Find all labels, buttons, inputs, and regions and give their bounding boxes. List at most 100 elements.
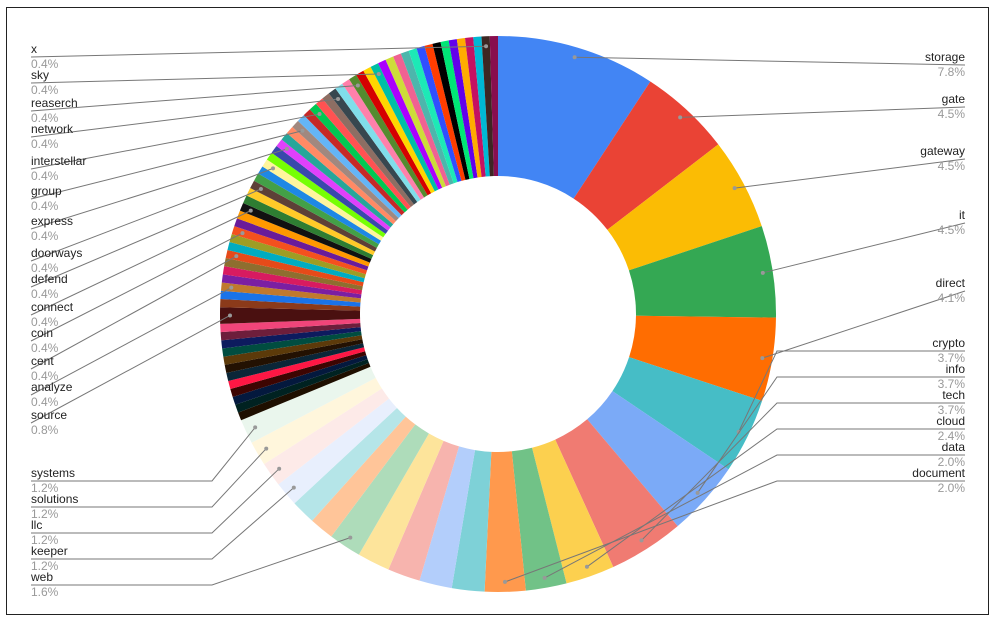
leader-dot-interstellar: [317, 112, 322, 117]
slice-crypto: [612, 357, 763, 470]
slice-x: [481, 36, 494, 177]
leader-dot-reaserch: [355, 83, 360, 88]
slice-space: [388, 440, 460, 581]
slice-51: [254, 173, 379, 248]
percent-network: 0.4%: [31, 137, 59, 151]
percent-solutions: 1.2%: [31, 507, 59, 521]
percent-cloud: 2.4%: [938, 429, 966, 443]
percent-coin: 0.4%: [31, 341, 59, 355]
leader-dot-storage: [572, 55, 577, 60]
leader-dot-direct: [760, 356, 765, 361]
percent-crypto: 3.7%: [938, 351, 966, 365]
label-info: info: [946, 362, 966, 376]
leader-line-document: [504, 480, 965, 583]
slice-cent: [225, 249, 364, 287]
slice-interstellar: [309, 103, 408, 213]
slices-group: [220, 36, 776, 593]
leader-line-keeper: [31, 487, 295, 560]
percent-express: 0.4%: [31, 229, 59, 243]
slice-reaserch: [349, 74, 428, 198]
slice-35: [220, 299, 361, 311]
slice-pro: [419, 446, 476, 589]
label-it: it: [959, 208, 966, 222]
slice-data: [511, 447, 567, 591]
label-sky: sky: [31, 68, 49, 82]
label-network: network: [31, 122, 74, 136]
slice-23: [235, 359, 369, 413]
label-solutions: solutions: [31, 492, 78, 506]
slice-keeper: [278, 398, 397, 504]
slice-76: [408, 48, 458, 184]
percent-web: 1.6%: [31, 585, 59, 599]
labels-group: storage7.8%gate4.5%gateway4.5%it4.5%dire…: [30, 42, 966, 599]
slice-49: [246, 188, 375, 256]
slice-it: [628, 226, 776, 318]
slice-45: [234, 218, 369, 271]
leader-line-analyze: [30, 287, 232, 396]
slice-29: [223, 335, 363, 365]
leader-line-crypto: [738, 350, 965, 433]
leader-line-direct: [762, 290, 966, 359]
label-web: web: [30, 570, 53, 584]
slice-70: [363, 66, 435, 194]
label-defend: defend: [31, 272, 68, 286]
leader-dot-coin: [240, 231, 245, 236]
percent-connect: 0.4%: [31, 315, 59, 329]
label-express: express: [31, 214, 73, 228]
label-cent: cent: [31, 354, 54, 368]
label-x: x: [31, 42, 37, 56]
leader-line-doorways: [30, 167, 274, 262]
slice-57: [281, 133, 394, 228]
leader-dot-document: [502, 579, 507, 584]
leader-line-systems: [31, 427, 256, 482]
label-interstellar: interstellar: [31, 154, 86, 168]
slice-38: [221, 274, 362, 299]
label-group: group: [31, 184, 62, 198]
leader-line-interstellar: [30, 113, 320, 170]
slice-trunc: [358, 433, 444, 570]
leader-dot-cloud: [584, 564, 589, 569]
percent-analyze: 0.4%: [31, 395, 59, 409]
leader-dot-it: [760, 270, 765, 275]
slice-80: [440, 40, 474, 179]
percent-x: 0.4%: [31, 57, 59, 71]
percent-tech: 3.7%: [938, 403, 966, 417]
slice-doorways: [262, 159, 384, 241]
leader-dot-network: [336, 96, 341, 101]
slice-33: [220, 318, 361, 333]
percent-doorways: 0.4%: [31, 261, 59, 275]
leader-dot-data: [542, 575, 547, 580]
slice-86: [489, 36, 498, 177]
leader-line-data: [544, 454, 965, 579]
leader-line-sky: [30, 73, 379, 84]
slice-source: [220, 307, 361, 324]
label-llc: llc: [31, 518, 42, 532]
percent-info: 3.7%: [938, 377, 966, 391]
leader-dot-gateway: [732, 186, 737, 191]
slice-defend: [250, 180, 377, 252]
leader-dot-connect: [248, 208, 253, 213]
slice-74: [393, 53, 450, 187]
percent-gate: 4.5%: [938, 107, 966, 121]
slice-40: [224, 258, 363, 291]
leader-dot-solutions: [264, 446, 269, 451]
slice-60: [297, 115, 402, 219]
slice-systems: [241, 366, 376, 443]
leader-dot-cent: [234, 254, 239, 259]
chart-frame: storage 7.8% gate 4.5% gateway 4.5% it 4.5% dire…: [6, 7, 989, 615]
leader-dot-sky: [376, 71, 381, 76]
label-storage: storage: [925, 50, 965, 64]
leader-line-connect: [30, 210, 251, 316]
leader-line-solutions: [31, 448, 267, 508]
label-coin: coin: [31, 326, 53, 340]
slice-52: [258, 166, 382, 245]
label-document: document: [912, 466, 965, 480]
leader-line-network: [30, 98, 339, 138]
slice-17: [294, 407, 406, 521]
leader-line-group: [30, 130, 303, 200]
slice-gateway: [607, 144, 762, 271]
percent-data: 2.0%: [938, 455, 966, 469]
slice-27: [226, 343, 365, 382]
slice-73: [385, 56, 446, 188]
leader-dot-llc: [277, 466, 282, 471]
